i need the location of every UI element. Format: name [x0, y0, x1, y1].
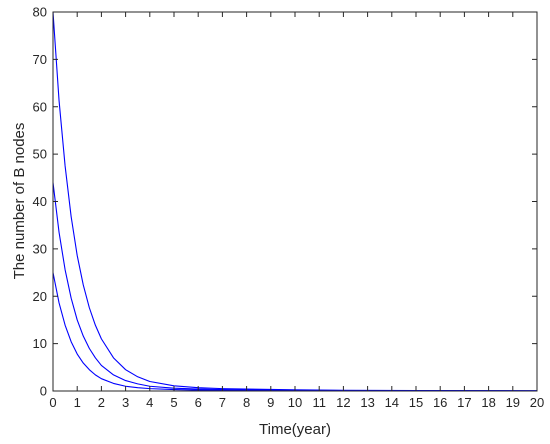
x-tick-label: 16 [433, 395, 447, 410]
x-tick-label: 11 [312, 395, 326, 410]
y-tick-label: 70 [33, 52, 47, 67]
tick-layer: 0 1 2 3 4 5 6 7 8 9 10 11 12 13 14 15 16 17 18 19 2001020304… [33, 5, 545, 411]
x-tick-label: 17 [457, 395, 471, 410]
x-tick-label: 10 [288, 395, 302, 410]
x-axis-label: Time(year) [259, 421, 331, 438]
x-tick-label: 9 [267, 395, 274, 410]
x-tick-label: 12 [336, 395, 350, 410]
series-line-2 [52, 182, 538, 392]
x-tick-label: 3 [122, 395, 129, 410]
x-tick-label: 18 [481, 395, 495, 410]
x-tick-label: 15 [409, 395, 423, 410]
x-tick-label: 13 [360, 395, 374, 410]
y-axis-label: The number of B nodes [11, 123, 28, 280]
y-tick-label: 60 [33, 99, 47, 114]
x-tick-label: 6 [195, 395, 202, 410]
x-tick-label: 2 [98, 395, 105, 410]
y-tick-label: 40 [33, 194, 47, 209]
x-tick-label: 0 [49, 395, 56, 410]
x-tick-label: 14 [385, 395, 399, 410]
y-tick-label: 0 [40, 384, 47, 399]
y-tick-label: 50 [33, 147, 47, 162]
x-tick-label: 8 [243, 395, 250, 410]
series-line-3 [52, 272, 538, 392]
series-layer [52, 11, 538, 392]
series-line-1 [52, 11, 538, 392]
y-tick-label: 20 [33, 289, 47, 304]
y-tick-label: 10 [33, 336, 47, 351]
x-tick-label: 1 [74, 395, 81, 410]
y-tick-label: 80 [33, 5, 47, 20]
x-tick-label: 19 [506, 395, 520, 410]
x-tick-label: 5 [170, 395, 177, 410]
x-tick-label: 7 [219, 395, 226, 410]
x-tick-label: 4 [146, 395, 153, 410]
y-tick-label: 30 [33, 241, 47, 256]
plot-frame [52, 11, 538, 392]
x-tick-label: 20 [530, 395, 544, 410]
